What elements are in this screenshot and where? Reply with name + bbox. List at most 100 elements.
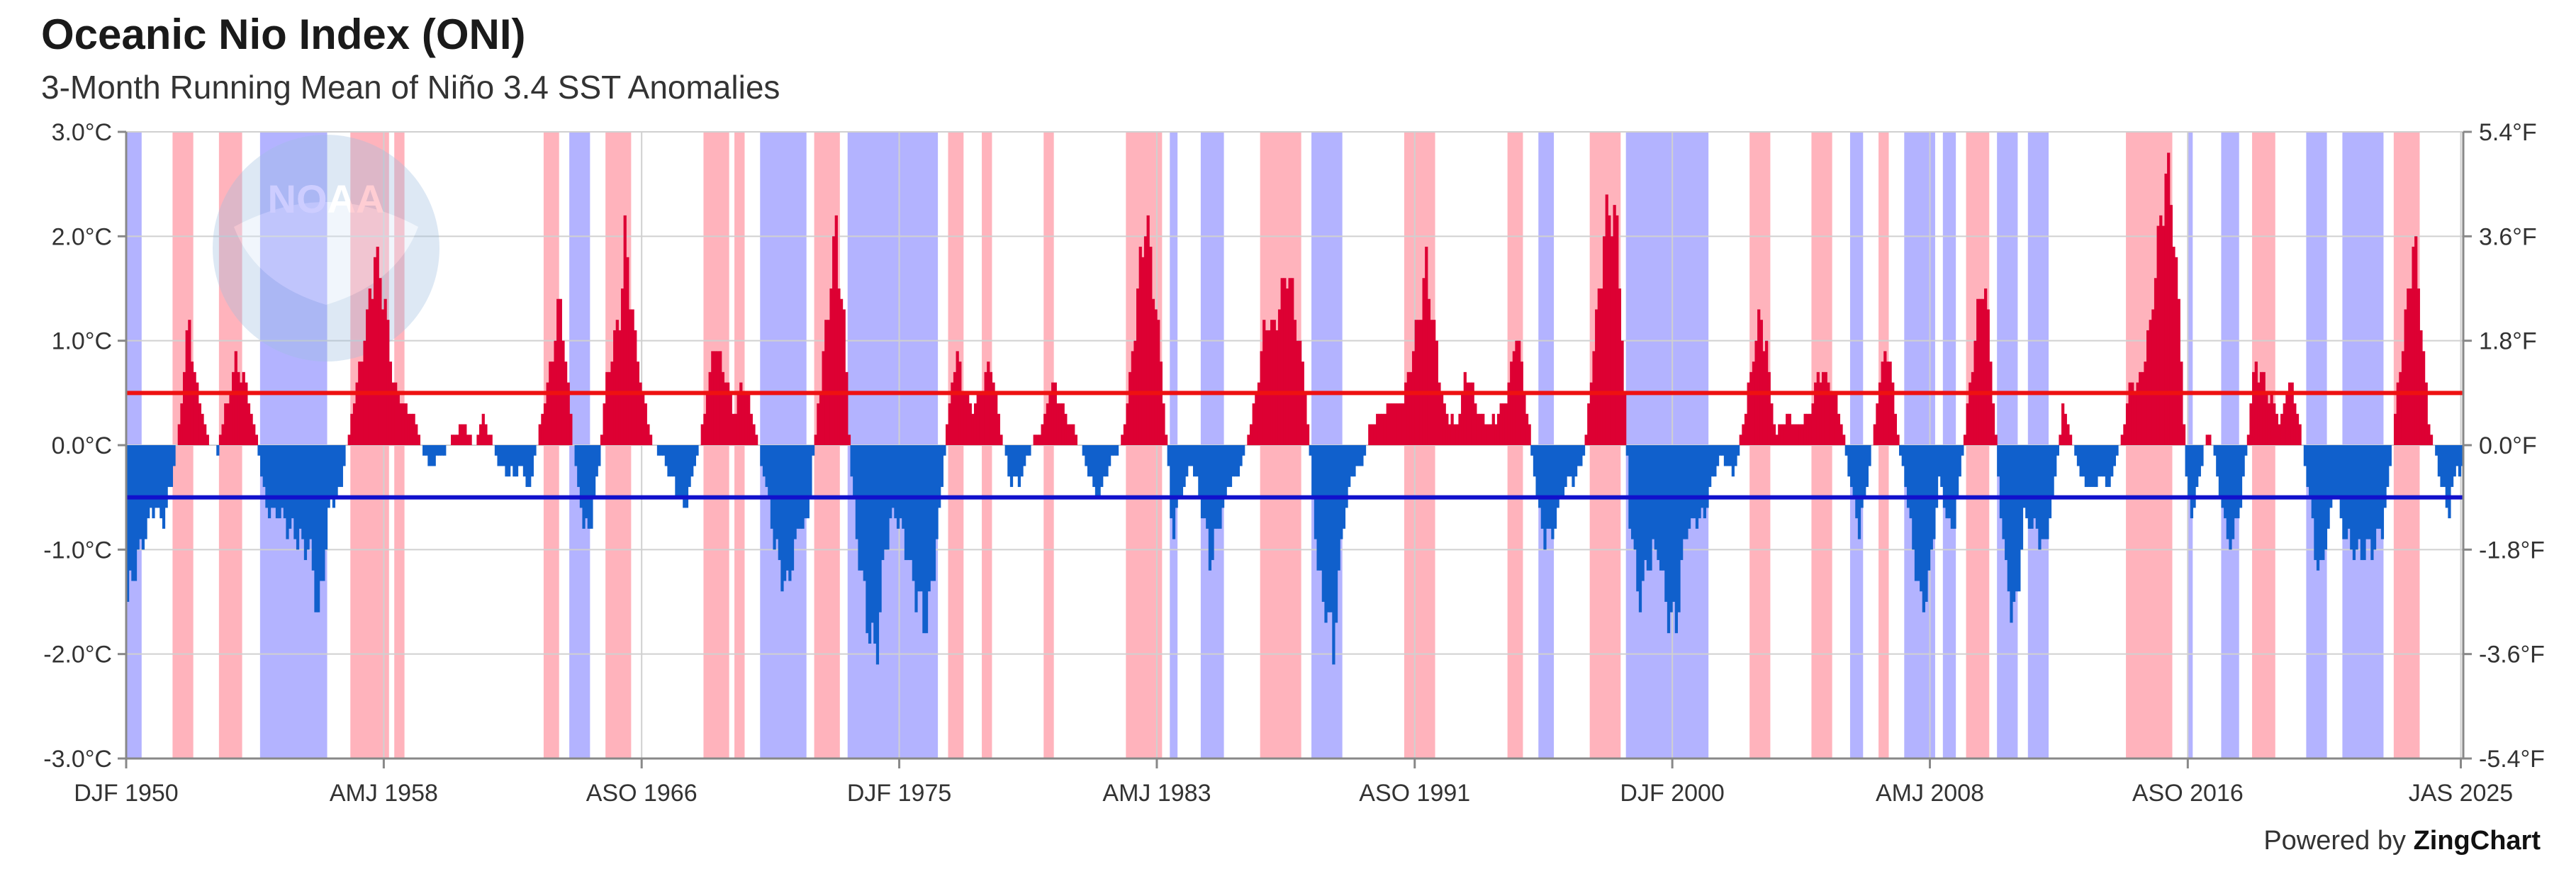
oni-bar — [1925, 445, 1928, 602]
oni-bar — [456, 435, 459, 445]
oni-bar — [1321, 445, 1325, 602]
oni-bar — [2182, 424, 2186, 445]
oni-bar — [1090, 445, 1093, 477]
oni-bar — [2435, 445, 2438, 456]
oni-bar — [1523, 393, 1526, 445]
oni-bar — [1584, 435, 1588, 445]
oni-bar — [1149, 247, 1153, 445]
oni-bar — [775, 445, 779, 539]
oni-bar — [254, 435, 258, 445]
oni-bar — [889, 445, 892, 519]
oni-bar — [741, 393, 746, 445]
oni-bar — [1453, 424, 1457, 445]
oni-bar — [790, 445, 795, 571]
oni-bar — [1009, 445, 1014, 487]
oni-bar — [196, 382, 199, 445]
oni-bar — [2244, 445, 2248, 456]
oni-bar — [185, 330, 189, 445]
oni-bar — [1770, 403, 1774, 445]
oni-bar — [1105, 445, 1109, 477]
oni-bar — [1404, 382, 1408, 445]
oni-bar — [590, 445, 593, 529]
oni-bar — [2241, 445, 2245, 477]
oni-bar — [128, 445, 132, 571]
oni-bar — [1507, 382, 1511, 445]
oni-bar — [1257, 382, 1261, 445]
oni-bar — [2298, 424, 2302, 445]
oni-bar — [2437, 445, 2441, 477]
oni-bar — [1737, 445, 1740, 456]
oni-bar — [615, 320, 619, 445]
oni-bar — [1886, 362, 1890, 445]
watermark-text: NOAA — [268, 177, 385, 221]
oni-bar — [340, 445, 343, 487]
oni-bar — [2197, 445, 2201, 477]
oni-bar — [286, 445, 289, 539]
oni-bar — [206, 435, 209, 445]
oni-bar — [303, 445, 308, 561]
oni-bar — [551, 362, 555, 445]
oni-bar — [265, 445, 269, 508]
y-tick-label-f: -1.8°F — [2479, 537, 2545, 564]
oni-bar — [1159, 362, 1163, 445]
oni-bar — [2133, 393, 2137, 445]
oni-bar — [2309, 445, 2312, 498]
oni-bar — [1844, 445, 1848, 456]
noaa-watermark: NOAA — [213, 135, 439, 362]
oni-bar — [672, 445, 676, 477]
oni-bar — [1038, 435, 1042, 445]
oni-bar — [383, 298, 387, 445]
oni-bar — [1811, 403, 1815, 445]
oni-bar — [126, 445, 130, 602]
oni-bar — [1461, 393, 1465, 445]
oni-bar — [1267, 330, 1271, 445]
oni-bar — [963, 393, 967, 445]
oni-bar — [922, 445, 926, 634]
oni-bar — [778, 445, 781, 561]
oni-bar — [577, 445, 581, 487]
oni-bar — [559, 298, 562, 445]
oni-bar — [2177, 298, 2180, 445]
oni-bar — [569, 413, 573, 445]
oni-bar — [1577, 445, 1580, 466]
oni-bar — [533, 445, 537, 456]
oni-bar — [1167, 445, 1170, 466]
oni-bar — [1623, 393, 1627, 445]
oni-bar — [1950, 445, 1954, 529]
oni-bar — [956, 351, 959, 445]
oni-bar — [1881, 362, 1884, 445]
y-tick-label-c: 2.0°C — [52, 223, 112, 250]
oni-bar — [1129, 371, 1132, 445]
oni-bar — [1687, 445, 1691, 529]
oni-bar — [513, 445, 516, 477]
oni-bar — [1381, 413, 1384, 445]
oni-bar — [1715, 445, 1720, 466]
oni-bar — [2063, 413, 2067, 445]
oni-bar — [2322, 445, 2325, 561]
oni-bar — [932, 445, 936, 581]
oni-bar — [1860, 445, 1864, 508]
oni-bar — [1187, 445, 1191, 466]
powered-by-credit[interactable]: Powered by ZingChart — [2263, 826, 2541, 856]
oni-bar — [2043, 445, 2046, 539]
oni-bar — [1592, 351, 1596, 445]
oni-bar — [729, 393, 732, 445]
oni-bar — [2259, 371, 2263, 445]
oni-bar — [1685, 445, 1689, 539]
oni-bar — [1386, 403, 1389, 445]
oni-bar — [1345, 445, 1348, 508]
oni-bar — [2386, 445, 2390, 487]
oni-bar — [788, 445, 792, 581]
oni-bar — [1334, 445, 1338, 623]
oni-bar — [1301, 362, 1304, 445]
oni-bar — [2368, 445, 2371, 539]
oni-bar — [1786, 413, 1789, 445]
oni-bar — [1443, 403, 1446, 445]
oni-bar — [234, 351, 237, 445]
oni-bar — [1832, 393, 1835, 445]
oni-bar — [1017, 445, 1021, 487]
zingchart-brand[interactable]: ZingChart — [2413, 826, 2541, 856]
oni-bar — [335, 445, 338, 498]
oni-bar — [2231, 445, 2235, 539]
oni-bar — [2458, 445, 2462, 477]
